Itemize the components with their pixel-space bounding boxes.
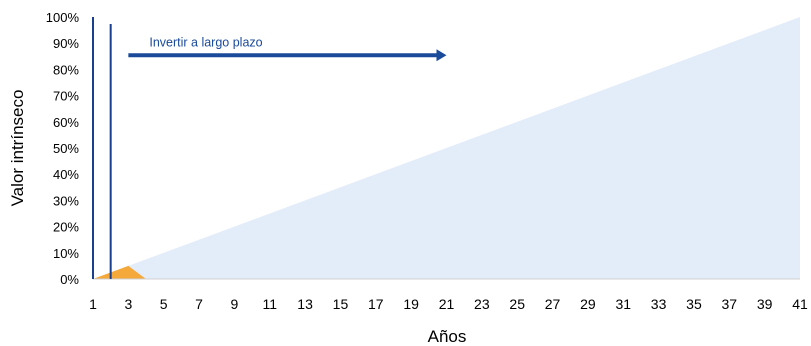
- x-tick-label: 19: [403, 296, 419, 312]
- y-tick-label: 80%: [53, 62, 79, 77]
- x-tick-label: 39: [757, 296, 773, 312]
- x-tick-label: 35: [686, 296, 702, 312]
- small-value-area: [93, 265, 147, 279]
- x-tick-label: 25: [509, 296, 525, 312]
- x-tick-label: 5: [160, 296, 168, 312]
- y-tick-label: 70%: [53, 89, 79, 104]
- x-tick-label: 13: [297, 296, 313, 312]
- y-tick-label: 10%: [53, 246, 79, 261]
- x-tick-label: 1: [89, 296, 97, 312]
- annotations: Invertir a largo plazo: [128, 35, 447, 62]
- y-tick-label: 30%: [53, 193, 79, 208]
- x-tick-label: 41: [792, 296, 808, 312]
- y-tick-label: 100%: [46, 10, 80, 25]
- x-axis-title: Años: [428, 327, 467, 346]
- intrinsic-value-area: [93, 17, 800, 279]
- x-tick-label: 15: [333, 296, 349, 312]
- x-tick-label: 17: [368, 296, 384, 312]
- x-tick-label: 31: [615, 296, 631, 312]
- x-tick-label: 3: [124, 296, 132, 312]
- y-axis-title: Valor intrínseco: [8, 90, 27, 207]
- y-tick-label: 50%: [53, 141, 79, 156]
- x-tick-label: 11: [262, 296, 277, 312]
- annotation-arrow-head: [436, 49, 447, 62]
- annotation-label: Invertir a largo plazo: [149, 35, 262, 49]
- x-tick-label: 33: [651, 296, 667, 312]
- y-tick-label: 20%: [53, 220, 79, 235]
- plot-areas: [93, 17, 800, 279]
- x-tick-label: 7: [195, 296, 203, 312]
- y-tick-labels: 0% 10% 20% 30% 40% 50% 60% 70% 80% 90% 100%: [46, 10, 80, 287]
- x-tick-label: 21: [439, 296, 455, 312]
- x-tick-label: 23: [474, 296, 490, 312]
- x-tick-labels: 1 3 5 7 9 11 13 15 17 19 21 23 25 27 29 31 33 35 37 39 41: [89, 296, 808, 312]
- y-tick-label: 0%: [60, 272, 79, 287]
- x-tick-label: 29: [580, 296, 596, 312]
- y-tick-label: 40%: [53, 167, 79, 182]
- vertical-lines: [92, 17, 112, 279]
- x-tick-label: 27: [545, 296, 561, 312]
- y-tick-label: 90%: [53, 36, 79, 51]
- y-tick-label: 60%: [53, 115, 79, 130]
- x-tick-label: 9: [231, 296, 239, 312]
- x-tick-label: 37: [722, 296, 738, 312]
